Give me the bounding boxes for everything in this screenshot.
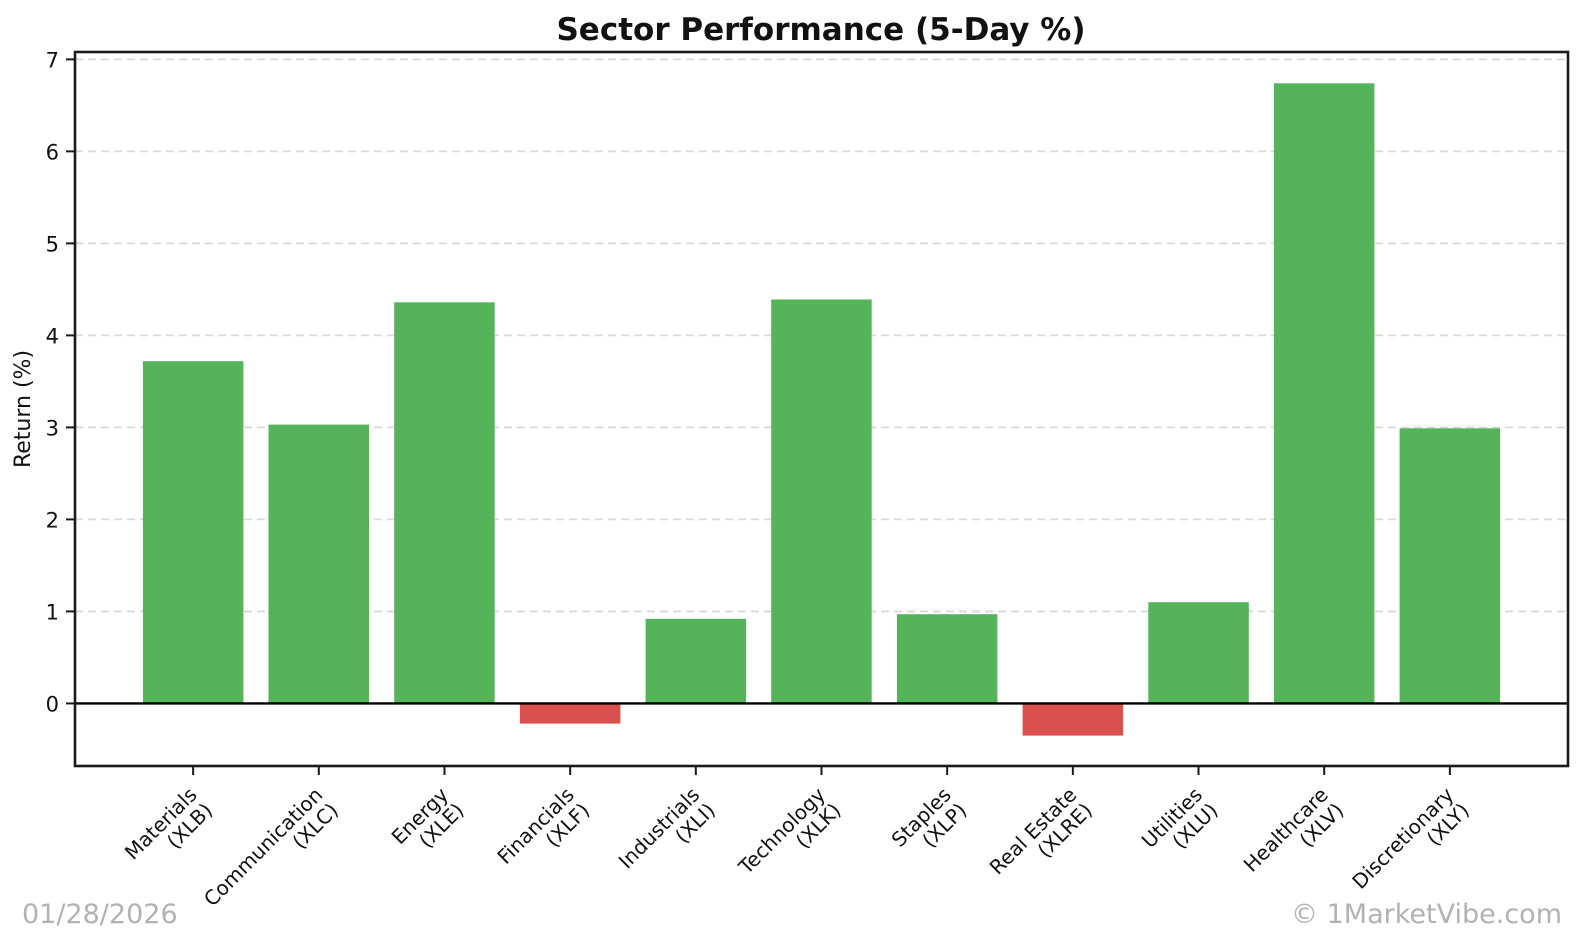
y-tick-label-1: 1 <box>46 600 59 624</box>
x-tick-label-healthcare: Healthcare(XLV) <box>1239 783 1349 893</box>
bar-real-estate <box>1022 703 1124 736</box>
bar-materials <box>142 361 244 704</box>
y-tick-label-3: 3 <box>46 416 59 440</box>
bar-discretionary <box>1399 428 1501 704</box>
x-tick-label-technology: Technology(XLK) <box>733 782 846 895</box>
x-tick-label-energy: Energy(XLE) <box>387 782 469 864</box>
y-tick-label-4: 4 <box>46 324 59 348</box>
bar-healthcare <box>1273 83 1375 704</box>
x-tick-label-financials: Financials(XLF) <box>492 783 594 885</box>
footer-watermark: © 1MarketVibe.com <box>1291 899 1562 930</box>
x-tick-label-utilities: Utilities(XLU) <box>1137 783 1223 869</box>
y-tick-label-6: 6 <box>46 140 59 164</box>
y-tick-label-5: 5 <box>46 232 59 256</box>
y-tick-label-7: 7 <box>46 48 59 72</box>
y-tick-label-0: 0 <box>46 692 59 716</box>
x-tick-label-industrials: Industrials(XLI) <box>614 783 720 889</box>
x-tick-label-discretionary: Discretionary(XLY) <box>1347 782 1474 909</box>
x-tick-label-real-estate: Real Estate(XLRE) <box>985 783 1097 895</box>
bar-technology <box>771 299 872 704</box>
x-tick-label-staples: Staples(XLP) <box>887 783 972 868</box>
bar-utilities <box>1148 602 1249 704</box>
x-tick-label-communication: Communication(XLC) <box>199 783 343 927</box>
bar-financials <box>519 703 621 724</box>
y-tick-label-2: 2 <box>46 508 59 532</box>
footer-date: 01/28/2026 <box>22 899 178 930</box>
plot-area: 0 1 2 3 4 5 6 7 Materials(XLB)Communication(XLC)… <box>46 48 1570 927</box>
chart-title: Sector Performance (5-Day %) <box>556 12 1085 48</box>
bar-energy <box>394 302 495 704</box>
y-axis-title: Return (%) <box>11 350 36 468</box>
bar-industrials <box>645 618 747 704</box>
x-tick-label-materials: Materials(XLB) <box>120 783 217 880</box>
bar-staples <box>896 614 998 704</box>
bar-communication <box>268 424 369 704</box>
